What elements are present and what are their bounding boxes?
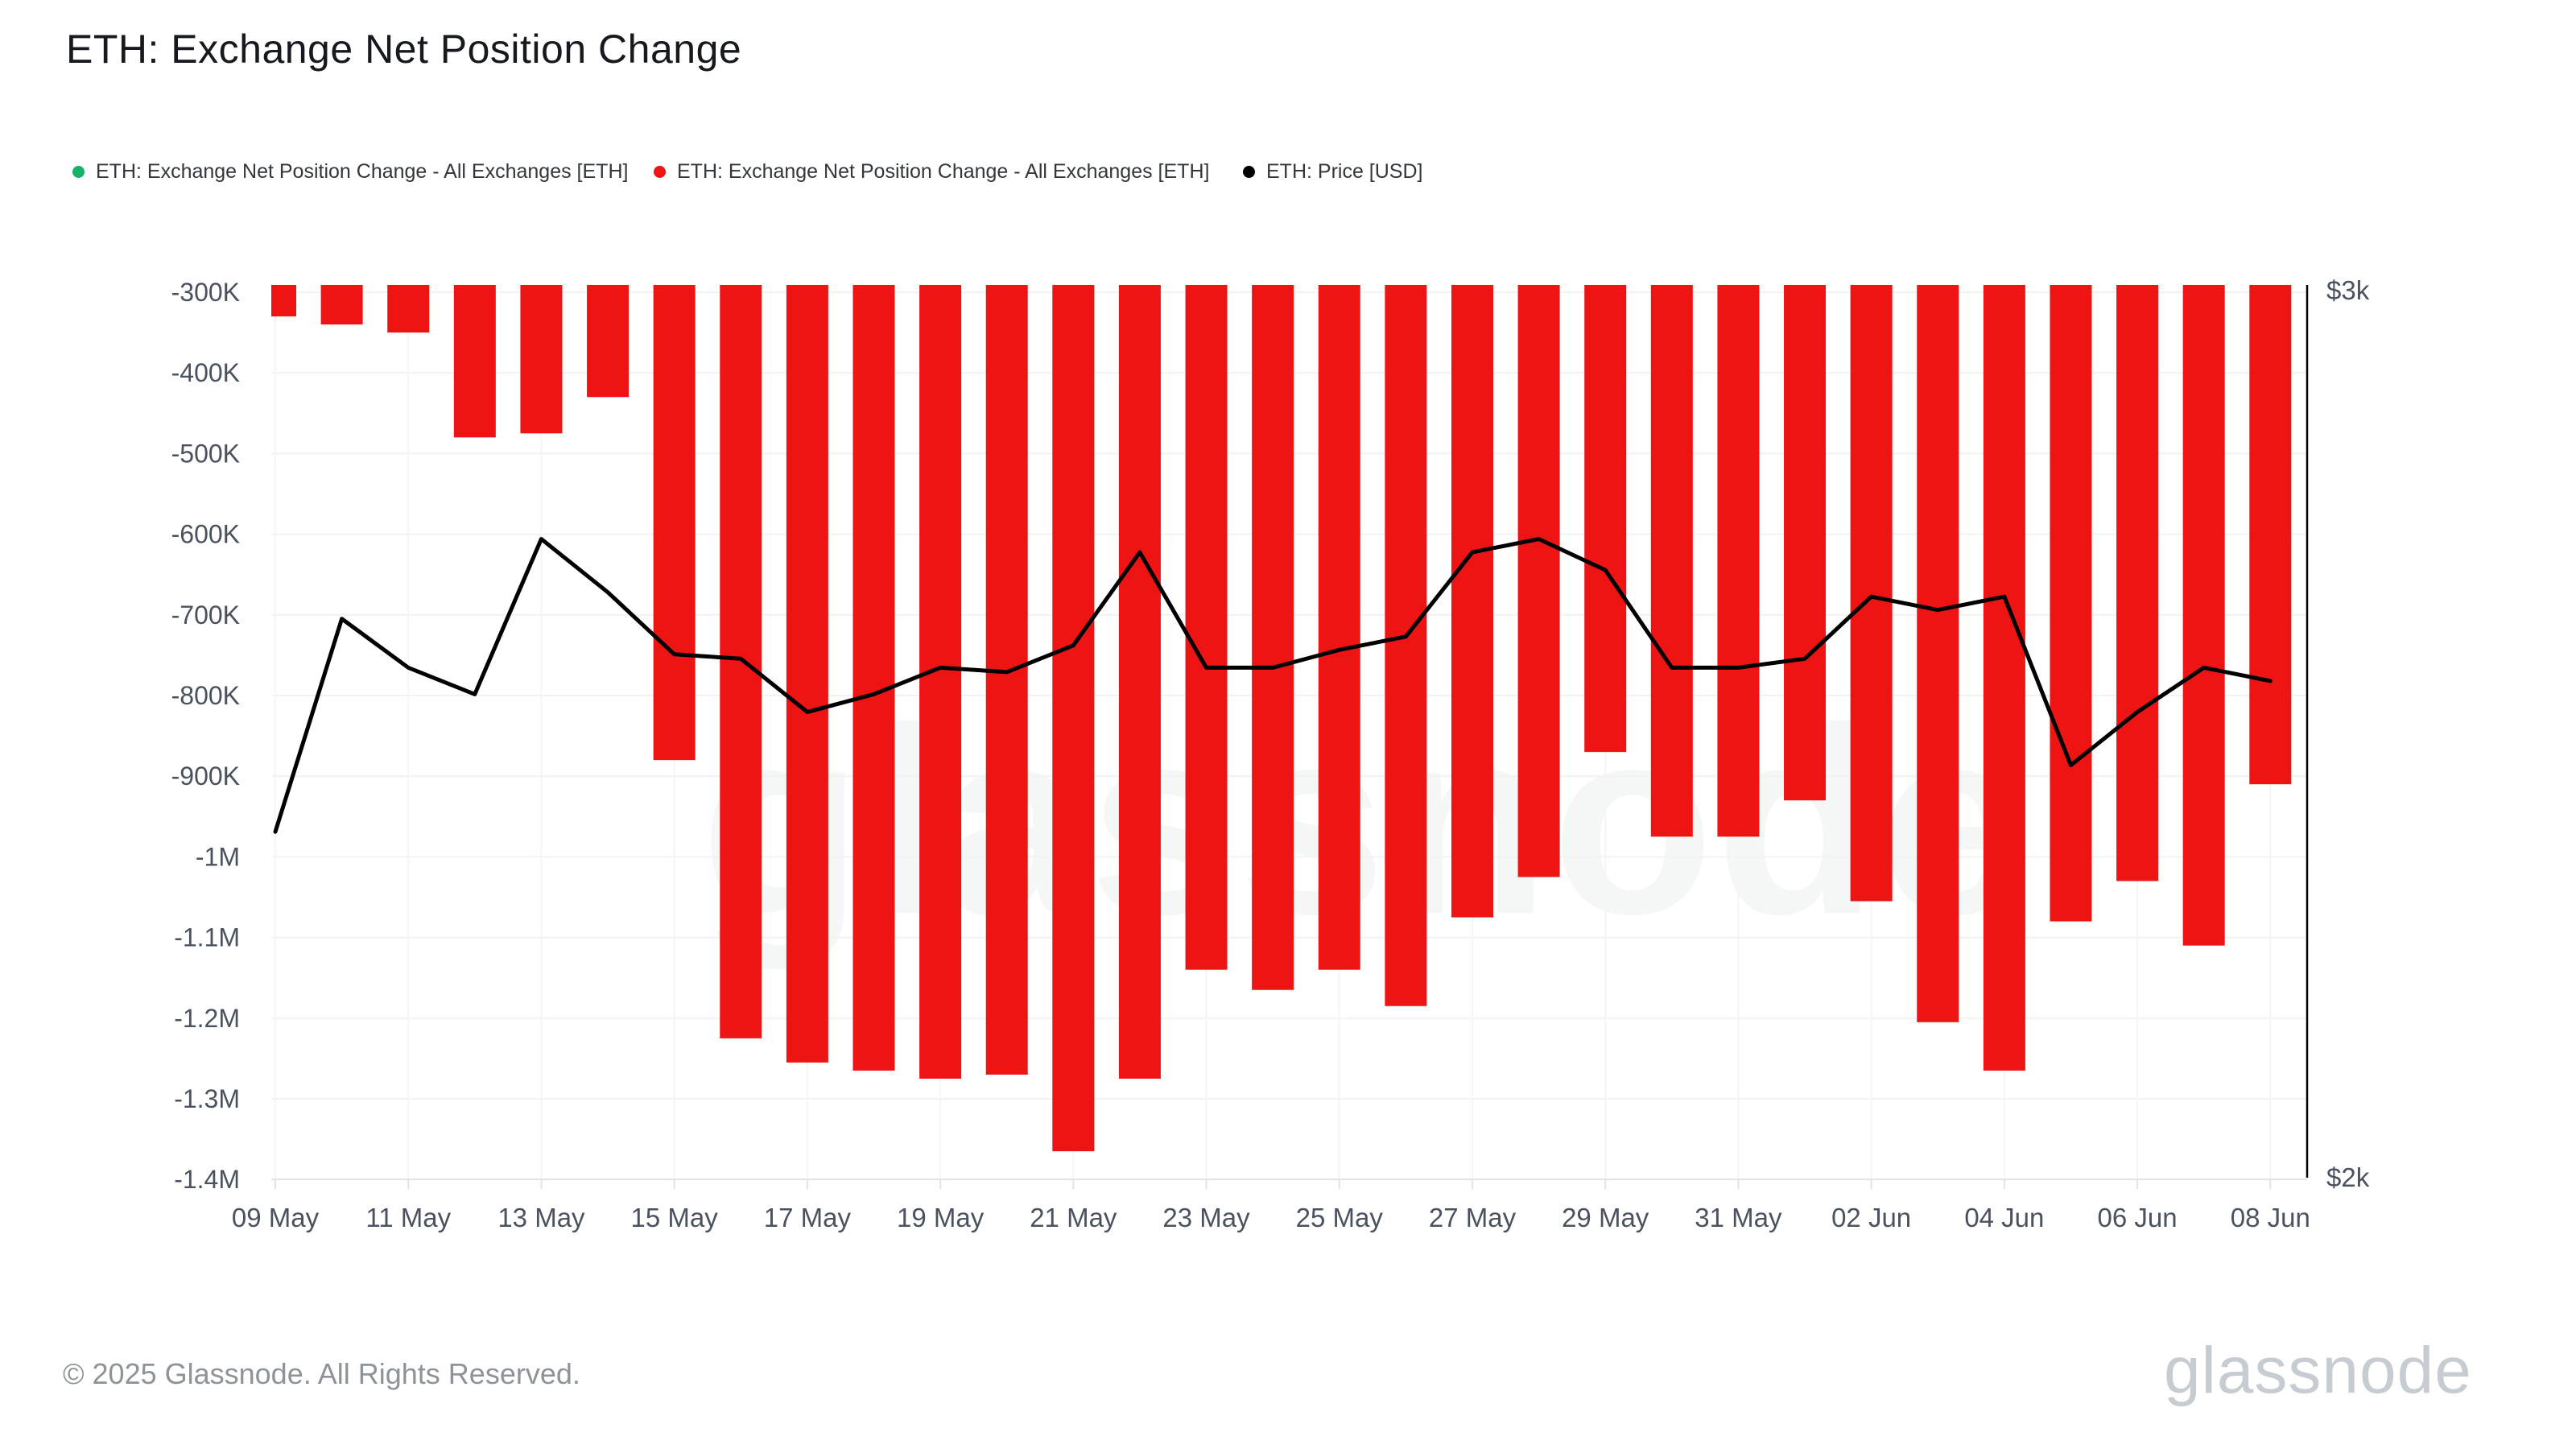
x-axis-tick-label: 04 Jun — [1964, 1203, 2044, 1232]
x-axis-tick-label: 13 May — [497, 1203, 585, 1232]
bar-29-may[interactable] — [1584, 285, 1627, 753]
legend-swatch-icon — [72, 165, 85, 178]
y-axis-tick-label: -500K — [171, 439, 240, 468]
bar-12-may[interactable] — [453, 285, 496, 438]
x-axis-tick-label: 25 May — [1296, 1203, 1384, 1232]
legend-item[interactable]: ETH: Exchange Net Position Change - All … — [654, 159, 1209, 184]
right-axis-tick-label: $3k — [2326, 275, 2370, 305]
bar-28-may[interactable] — [1517, 285, 1560, 877]
x-axis-tick-label: 17 May — [764, 1203, 852, 1232]
bar-22-may[interactable] — [1118, 285, 1161, 1079]
x-axis-tick-label: 31 May — [1695, 1203, 1782, 1232]
bar-08-jun[interactable] — [2249, 285, 2292, 785]
x-axis-tick-label: 08 Jun — [2231, 1203, 2310, 1232]
bar-05-jun[interactable] — [2050, 285, 2092, 922]
bar-13-may[interactable] — [520, 285, 563, 434]
bar-18-may[interactable] — [852, 285, 895, 1071]
y-axis-tick-label: -800K — [171, 681, 240, 710]
bar-25-may[interactable] — [1318, 285, 1360, 970]
right-axis-tick-label: $2k — [2326, 1162, 2370, 1192]
y-axis-tick-label: -600K — [171, 520, 240, 549]
bar-23-may[interactable] — [1185, 285, 1228, 970]
glassnode-logo: glassnode — [2164, 1334, 2472, 1407]
y-axis-tick-label: -1.4M — [174, 1165, 240, 1194]
legend-item[interactable]: ETH: Exchange Net Position Change - All … — [72, 159, 628, 184]
bar-16-may[interactable] — [720, 285, 762, 1038]
bar-17-may[interactable] — [786, 285, 828, 1063]
x-axis-tick-label: 27 May — [1429, 1203, 1517, 1232]
bar-30-may[interactable] — [1650, 285, 1693, 837]
bar-14-may[interactable] — [587, 285, 630, 398]
legend-item-label: ETH: Price [USD] — [1266, 159, 1423, 183]
bar-19-may[interactable] — [919, 285, 962, 1079]
x-axis-tick-label: 23 May — [1162, 1203, 1250, 1232]
legend-item-label: ETH: Exchange Net Position Change - All … — [677, 159, 1210, 183]
bar-06-jun[interactable] — [2116, 285, 2159, 881]
legend-item-label: ETH: Exchange Net Position Change - All … — [96, 159, 629, 183]
bar-03-jun[interactable] — [1917, 285, 1959, 1022]
bar-09-may[interactable] — [254, 285, 296, 317]
y-axis-tick-label: -400K — [171, 358, 240, 387]
bar-21-may[interactable] — [1052, 285, 1095, 1152]
x-axis-tick-label: 11 May — [365, 1203, 451, 1232]
bar-01-jun[interactable] — [1784, 285, 1827, 801]
price-line[interactable] — [273, 537, 2273, 834]
bar-31-may[interactable] — [1717, 285, 1760, 837]
x-axis-tick-label: 09 May — [232, 1203, 320, 1232]
legend-swatch-icon — [1243, 165, 1255, 178]
y-axis-tick-label: -300K — [171, 278, 240, 307]
bar-10-may[interactable] — [320, 285, 363, 325]
legend-swatch-icon — [654, 165, 666, 178]
x-axis-tick-label: 29 May — [1562, 1203, 1649, 1232]
bar-02-jun[interactable] — [1850, 285, 1893, 902]
y-axis-tick-label: -1.3M — [174, 1084, 240, 1113]
bar-20-may[interactable] — [985, 285, 1028, 1075]
y-axis-tick-label: -1M — [196, 842, 240, 871]
y-axis-tick-label: -700K — [171, 601, 240, 630]
x-axis-tick-label: 15 May — [631, 1203, 719, 1232]
x-axis-tick-label: 19 May — [897, 1203, 985, 1232]
bar-26-may[interactable] — [1385, 285, 1427, 1006]
y-axis-tick-label: -1.1M — [174, 923, 240, 952]
bar-15-may[interactable] — [653, 285, 696, 761]
bar-11-may[interactable] — [387, 285, 430, 333]
x-axis-tick-label: 21 May — [1030, 1203, 1117, 1232]
bar-24-may[interactable] — [1252, 285, 1294, 990]
legend-item[interactable]: ETH: Price [USD] — [1243, 159, 1422, 184]
bar-27-may[interactable] — [1451, 285, 1493, 918]
y-axis-tick-label: -1.2M — [174, 1004, 240, 1033]
bar-series — [254, 285, 2292, 1152]
chart-title: ETH: Exchange Net Position Change — [66, 27, 742, 72]
copyright-text: © 2025 Glassnode. All Rights Reserved. — [63, 1357, 580, 1390]
x-axis-tick-label: 06 Jun — [2098, 1203, 2178, 1232]
bar-07-jun[interactable] — [2182, 285, 2225, 946]
bar-04-jun[interactable] — [1983, 285, 2025, 1071]
x-axis-tick-label: 02 Jun — [1831, 1203, 1911, 1232]
y-axis-tick-label: -900K — [171, 762, 240, 791]
